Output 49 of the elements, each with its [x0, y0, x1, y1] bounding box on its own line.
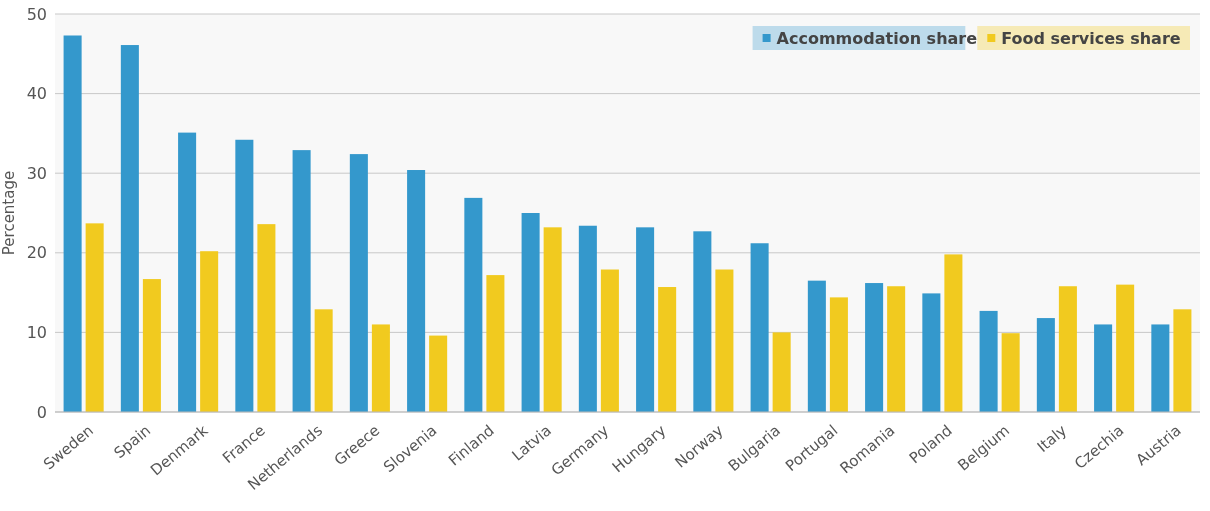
y-tick-label: 30 — [26, 163, 47, 183]
bar — [922, 293, 941, 412]
bar — [63, 35, 82, 412]
y-axis-title: Percentage — [0, 170, 18, 256]
bar — [543, 227, 562, 412]
bar — [600, 269, 619, 412]
bar — [1094, 324, 1113, 412]
legend-label: Accommodation share — [776, 28, 978, 48]
bar — [715, 269, 734, 412]
bar — [865, 283, 884, 412]
bar — [407, 170, 426, 412]
bar — [200, 251, 219, 412]
bar — [314, 309, 333, 412]
bar — [658, 287, 677, 412]
bar — [235, 139, 254, 412]
bar — [1173, 309, 1192, 412]
bar — [693, 231, 712, 412]
bar — [85, 223, 104, 412]
bar — [1058, 286, 1077, 412]
bar — [120, 45, 139, 412]
bar — [750, 243, 769, 412]
bar — [292, 150, 311, 412]
bar — [772, 332, 791, 412]
bar — [1001, 333, 1020, 412]
y-tick-label: 20 — [26, 243, 47, 263]
y-tick-label: 50 — [26, 4, 47, 24]
bar — [178, 132, 197, 412]
bar — [979, 310, 998, 412]
bar — [1151, 324, 1170, 412]
bar — [1116, 284, 1135, 412]
bar — [829, 297, 848, 412]
y-tick-label: 0 — [36, 402, 47, 422]
bar — [142, 279, 161, 412]
bar — [464, 197, 483, 412]
bar — [807, 280, 826, 412]
bar — [521, 213, 540, 412]
bar — [944, 254, 963, 412]
bar — [486, 275, 505, 412]
bar — [636, 227, 655, 412]
legend-label: Food services share — [1001, 28, 1181, 48]
y-tick-label: 40 — [26, 84, 47, 104]
bar — [578, 225, 597, 412]
bar — [429, 335, 448, 412]
bar — [887, 286, 906, 412]
bar — [349, 154, 368, 412]
y-tick-label: 10 — [26, 323, 47, 342]
bar — [1036, 318, 1055, 412]
bar — [257, 224, 276, 412]
bar — [371, 324, 390, 412]
